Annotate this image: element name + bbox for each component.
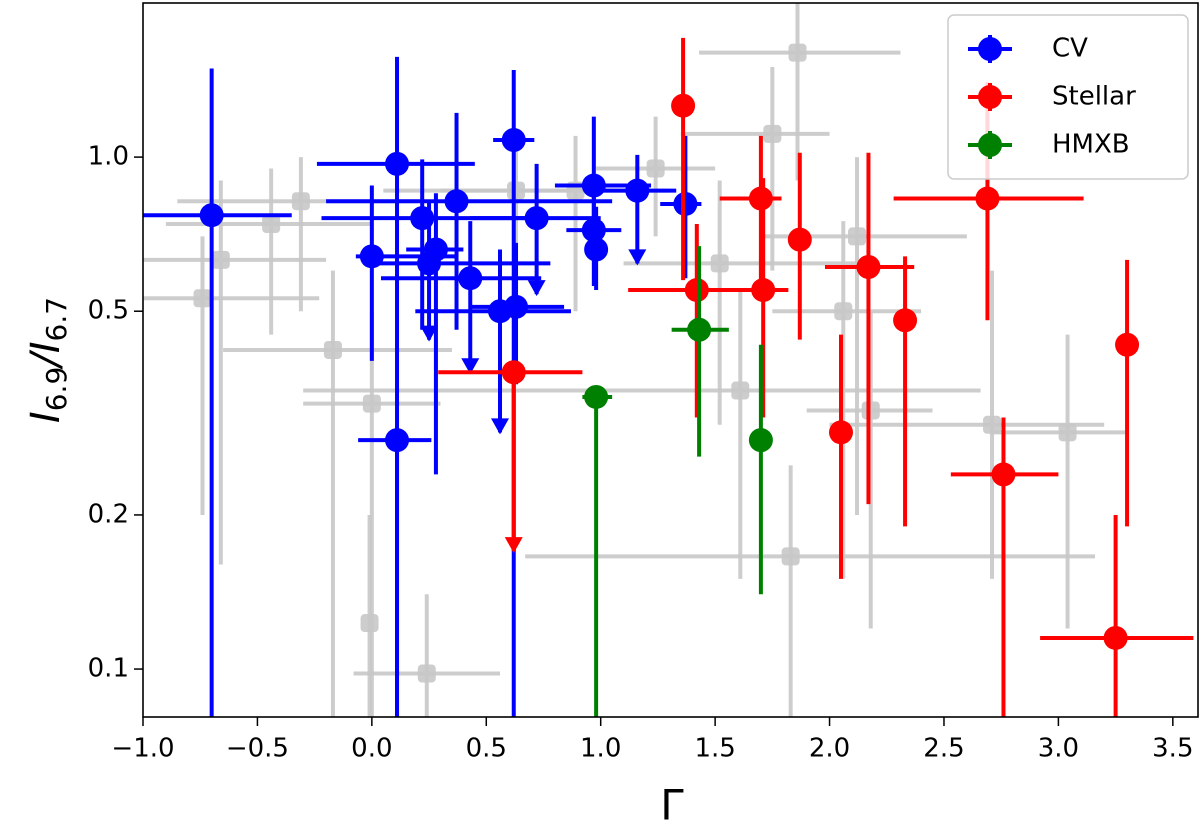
y-tick-label: 0.2 xyxy=(88,499,129,529)
data-point xyxy=(291,192,310,211)
x-tick-label: 2.5 xyxy=(923,734,964,764)
data-point xyxy=(710,254,729,273)
upper-limit-arrow xyxy=(504,537,523,554)
data-point xyxy=(444,189,469,214)
data-point xyxy=(581,218,606,243)
legend-swatch xyxy=(978,37,1002,61)
plot-area xyxy=(143,3,1194,717)
data-point xyxy=(458,266,483,291)
data-point xyxy=(625,178,650,203)
data-point xyxy=(893,308,918,333)
data-point xyxy=(524,206,549,231)
data-point xyxy=(385,428,410,453)
data-point xyxy=(834,302,853,321)
x-tick-label: 3.0 xyxy=(1038,734,1079,764)
x-tick-label: 3.5 xyxy=(1152,734,1193,764)
legend-label: Stellar xyxy=(1052,82,1136,112)
legend-swatch xyxy=(978,133,1002,157)
data-point xyxy=(584,384,609,409)
y-label-part: I xyxy=(23,411,69,423)
data-point xyxy=(360,614,379,633)
data-point xyxy=(671,93,696,118)
x-tick-label: −0.5 xyxy=(226,734,289,764)
upper-limit-arrow xyxy=(420,325,439,342)
legend-label: CV xyxy=(1052,34,1088,64)
data-point xyxy=(861,401,880,420)
data-point xyxy=(199,203,224,228)
x-tick-label: 2.0 xyxy=(809,734,850,764)
legend-label: HMXB xyxy=(1052,130,1130,160)
data-point xyxy=(763,124,782,143)
upper-limit-arrow xyxy=(461,358,480,375)
data-point xyxy=(781,547,800,566)
data-point xyxy=(1058,423,1077,442)
x-tick-label: 1.5 xyxy=(694,734,735,764)
data-point xyxy=(323,340,342,359)
data-point xyxy=(687,317,712,342)
data-point xyxy=(684,278,709,303)
data-point xyxy=(385,151,410,176)
upper-limit-arrow xyxy=(527,280,546,297)
data-point xyxy=(983,415,1002,434)
data-point xyxy=(584,237,609,262)
y-axis-label: I6.9/I6.7 xyxy=(23,297,73,423)
data-point xyxy=(501,127,526,152)
data-point xyxy=(211,250,230,269)
data-point xyxy=(646,159,665,178)
data-point xyxy=(501,360,526,385)
data-point xyxy=(193,289,212,308)
legend-swatch xyxy=(978,85,1002,109)
y-label-subscript: 6.7 xyxy=(40,297,73,342)
x-tick-label: 0.5 xyxy=(466,734,507,764)
legend-box xyxy=(947,14,1189,180)
data-point xyxy=(262,215,281,234)
data-point xyxy=(828,420,853,445)
data-point xyxy=(748,186,773,211)
data-point xyxy=(1103,625,1128,650)
y-label-part: /I xyxy=(23,341,69,369)
data-point xyxy=(362,394,381,413)
data-point xyxy=(748,428,773,453)
x-tick-label: 1.0 xyxy=(580,734,621,764)
data-point xyxy=(848,227,867,246)
data-point xyxy=(856,255,881,280)
data-point xyxy=(673,191,698,216)
y-tick-label: 0.1 xyxy=(88,654,129,684)
upper-limit-arrow xyxy=(628,249,647,266)
data-point xyxy=(1115,332,1140,357)
upper-limit-arrow xyxy=(491,418,510,435)
data-point xyxy=(504,294,529,319)
x-axis-label: Γ xyxy=(660,781,684,828)
y-tick-label: 1.0 xyxy=(88,142,129,172)
data-point xyxy=(423,237,448,262)
data-point xyxy=(751,278,776,303)
data-point xyxy=(788,43,807,62)
data-point xyxy=(787,227,812,252)
data-point xyxy=(991,462,1016,487)
x-tick-label: 0.0 xyxy=(351,734,392,764)
data-point xyxy=(975,186,1000,211)
data-point xyxy=(417,664,436,683)
data-point xyxy=(731,381,750,400)
x-tick-label: −1.0 xyxy=(111,734,174,764)
y-tick-label: 0.5 xyxy=(88,296,129,326)
y-label-subscript: 6.9 xyxy=(40,367,73,412)
axes-frame xyxy=(142,2,1199,718)
